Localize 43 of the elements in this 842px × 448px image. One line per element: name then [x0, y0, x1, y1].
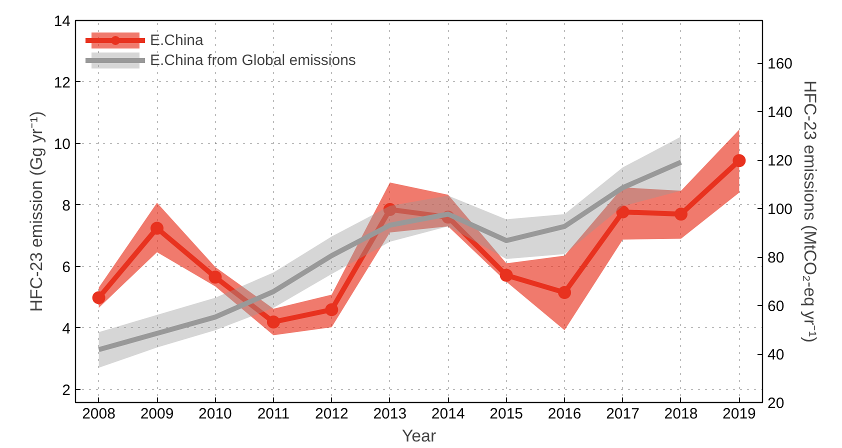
point [150, 222, 164, 235]
point [674, 208, 688, 221]
point [732, 154, 746, 168]
y-tick-label: 8 [62, 197, 70, 214]
x-tick-label: 2010 [198, 406, 232, 422]
x-tick-label: 2017 [606, 406, 640, 422]
point [208, 270, 222, 284]
y2-tick-label: 20 [768, 395, 784, 412]
point [616, 205, 630, 218]
y-tick-label: 14 [54, 13, 71, 30]
x-tick-label: 2016 [548, 406, 582, 422]
x-tick-label: 2012 [314, 406, 348, 422]
x-tick-label: 2009 [140, 406, 174, 422]
x-tick-label: 2015 [490, 406, 524, 422]
x-tick-label: 2013 [373, 406, 407, 422]
legend-label: E.China [150, 32, 204, 48]
point [500, 268, 513, 282]
y-tick-label: 10 [54, 136, 71, 153]
y2-tick-label: 140 [768, 104, 793, 122]
x-tick-label: 2011 [257, 406, 290, 422]
y-axis-title: HFC-23 emission (Gg yr⁻¹) [26, 111, 46, 312]
x-tick-label: 2018 [664, 406, 698, 422]
point [266, 315, 280, 328]
y2-tick-label: 60 [768, 298, 784, 316]
y2-tick-label: 120 [768, 152, 793, 170]
y2-axis-title: HFC-23 emissions (MtCO₂-eq yr⁻¹) [800, 80, 820, 342]
point [325, 303, 338, 316]
y2-tick-label: 40 [768, 346, 784, 364]
y2-tick-label: 100 [768, 201, 793, 218]
point [92, 291, 106, 304]
x-tick-label: 2019 [722, 406, 756, 422]
x-tick-label: 2008 [82, 406, 116, 422]
y-tick-label: 4 [62, 320, 70, 338]
x-tick-label: 2014 [431, 406, 465, 422]
point [383, 203, 396, 216]
y-tick-label: 2 [62, 382, 70, 399]
y2-tick-label: 160 [768, 56, 793, 73]
x-axis-title: Year [402, 426, 437, 446]
legend-label: E.China from Global emissions [150, 52, 356, 68]
y2-tick-label: 80 [768, 250, 784, 267]
point [558, 286, 572, 299]
y-tick-label: 6 [62, 258, 70, 276]
y-tick-label: 12 [54, 74, 71, 92]
